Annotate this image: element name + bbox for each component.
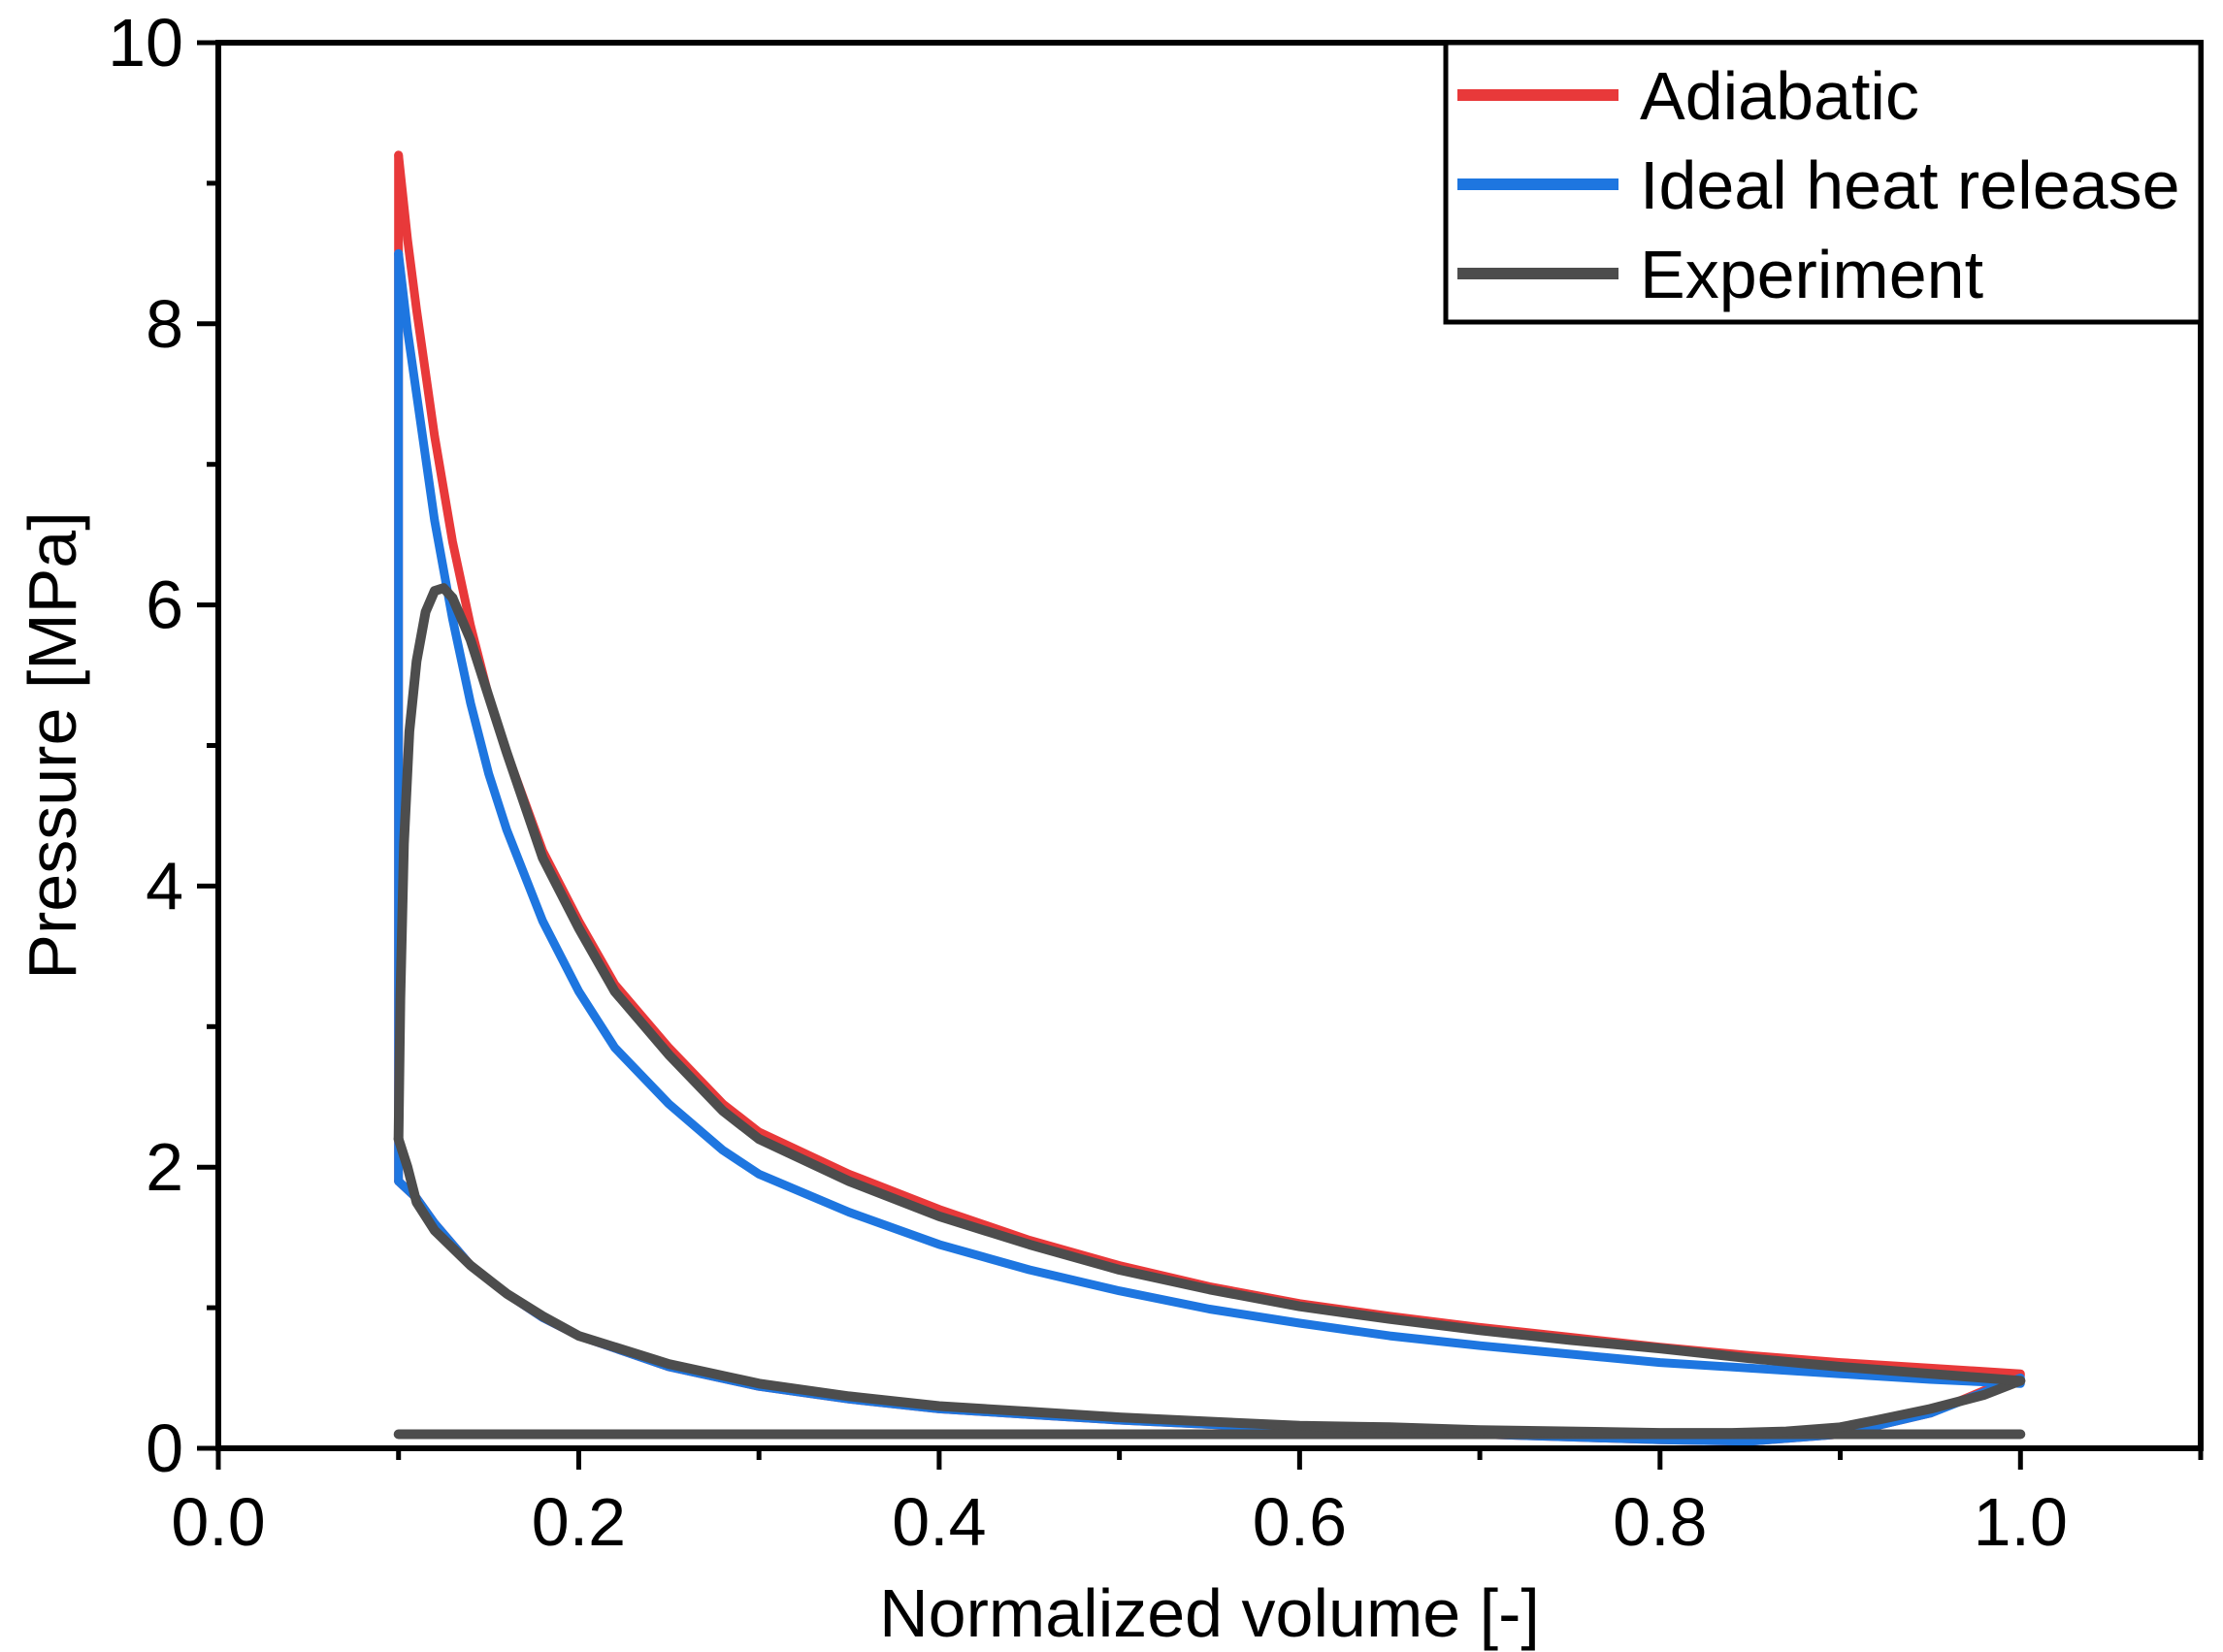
legend: Adiabatic Ideal heat release Experiment (1443, 40, 2204, 325)
x-tick-label: 0.2 (532, 1484, 626, 1560)
x-tick-label: 0.8 (1613, 1484, 1707, 1560)
y-tick-label: 2 (146, 1129, 183, 1205)
series-line-experiment-expansion (447, 593, 2026, 1386)
x-tick-label: 0.4 (892, 1484, 986, 1560)
y-tick-label: 4 (146, 848, 183, 923)
x-tick-label: 1.0 (1974, 1484, 2068, 1560)
series-experiment (393, 583, 2026, 1440)
x-tick-label: 0.0 (171, 1484, 265, 1560)
y-tick-label: 0 (146, 1410, 183, 1486)
y-tick-label: 6 (146, 567, 183, 643)
series-layer (393, 150, 2026, 1446)
series-line-experiment-compression (393, 1134, 2026, 1439)
y-axis-title: Pressure [MPa] (15, 511, 90, 979)
axis-ticks: 0.0 0.2 0.4 0.6 0.8 1.0 0 2 4 6 8 10 (108, 5, 2204, 1560)
y-tick-label: 8 (146, 286, 183, 362)
y-tick-label: 10 (108, 5, 183, 81)
legend-label-adiabatic: Adiabatic (1640, 58, 1919, 134)
legend-label-ideal-heat-release: Ideal heat release (1640, 147, 2180, 223)
x-axis-title: Normalized volume [-] (879, 1575, 1540, 1651)
series-line-ideal-heat-release-expansion (394, 248, 2025, 1388)
legend-label-experiment: Experiment (1640, 237, 1983, 312)
x-tick-label: 0.6 (1253, 1484, 1347, 1560)
series-line-experiment-combustion (393, 583, 458, 1145)
